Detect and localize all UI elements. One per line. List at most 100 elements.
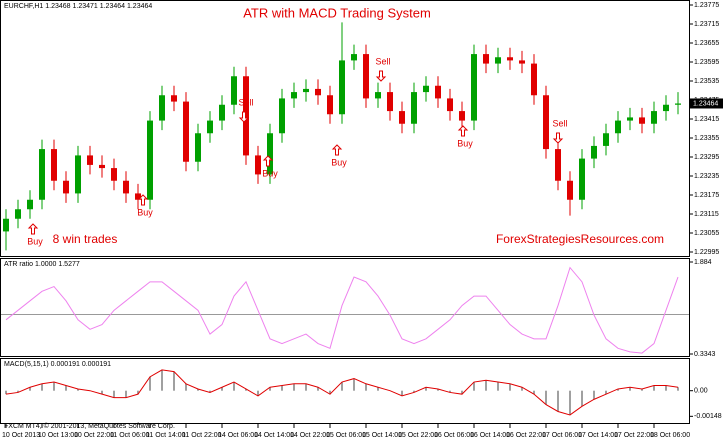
candle-body	[627, 117, 633, 121]
signal-arrow	[238, 111, 250, 123]
macd-bar	[509, 383, 511, 391]
macd-bar	[593, 390, 595, 400]
candle-body	[27, 199, 33, 210]
y-tick-label: 1.23715	[694, 21, 719, 28]
current-price: 1.23464	[693, 100, 718, 107]
candle-body	[507, 57, 513, 61]
candle-body	[195, 133, 201, 162]
macd-bar	[461, 390, 463, 395]
macd-bar	[53, 382, 55, 391]
macd-bar	[17, 390, 19, 393]
macd-bar	[341, 382, 343, 391]
x-tick-label: 11 Oct 06:00	[110, 432, 150, 439]
macd-bar	[473, 382, 475, 391]
y-tick-label: 1.23175	[694, 192, 719, 199]
signal-label: Buy	[457, 138, 473, 148]
y-tick-label: 1.22995	[694, 249, 719, 256]
macd-bar	[425, 387, 427, 391]
candle-body	[471, 54, 477, 121]
macd-bar	[497, 382, 499, 391]
macd-bar	[401, 390, 403, 396]
macd-bar	[377, 387, 379, 391]
candle-body	[675, 103, 681, 105]
candle-body	[303, 88, 309, 93]
candle-body	[231, 76, 237, 105]
x-tick-label: 15 Oct 06:00	[326, 432, 366, 439]
candle-body	[483, 54, 489, 64]
signal-label: Buy	[262, 168, 278, 178]
candle-body	[351, 54, 357, 61]
candle-body	[267, 133, 273, 175]
candle-body	[219, 104, 225, 121]
candle-body	[255, 155, 261, 175]
candle-body	[75, 155, 81, 194]
macd-bar	[29, 387, 31, 391]
macd-line	[5, 369, 679, 416]
signal-arrow	[552, 132, 564, 144]
candle-body	[663, 104, 669, 112]
macd-bar	[113, 390, 115, 398]
candle-body	[207, 120, 213, 134]
candle-body	[579, 158, 585, 200]
candle-body	[567, 180, 573, 200]
atr-label: ATR ratio 1.0000 1.5277	[4, 261, 80, 268]
y-tick-label: 1.23595	[694, 59, 719, 66]
candle-body	[555, 149, 561, 181]
macd-bar	[149, 376, 151, 391]
signal-label: Buy	[137, 207, 153, 217]
signal-label: Sell	[552, 118, 567, 128]
macd-bar	[209, 390, 211, 393]
macd-bar	[329, 390, 331, 395]
candle-body	[519, 60, 525, 64]
macd-bar	[185, 383, 187, 391]
x-tick-label: 17 Oct 22:00	[614, 432, 654, 439]
x-tick-label: 15 Oct 14:00	[362, 432, 402, 439]
signal-arrow	[137, 194, 149, 206]
macd-bar	[617, 388, 619, 391]
macd-bar	[173, 371, 175, 391]
macd-bar	[557, 390, 559, 412]
candle-body	[603, 133, 609, 146]
x-tick-label: 16 Oct 06:00	[434, 432, 474, 439]
macd-panel	[0, 358, 690, 424]
macd-bar	[281, 385, 283, 391]
x-tick-label: 10 Oct 22:00	[74, 432, 114, 439]
macd-bar	[317, 387, 319, 391]
macd-bar	[533, 390, 535, 395]
macd-bar	[305, 383, 307, 391]
candle-body	[651, 111, 657, 124]
candle-body	[63, 180, 69, 194]
y-tick-label: 1.23775	[694, 2, 719, 9]
signal-label: Sell	[238, 97, 253, 107]
signal-arrow	[331, 144, 343, 156]
candle-body	[147, 120, 153, 200]
current-price-box	[690, 98, 723, 109]
candle-body	[531, 63, 537, 96]
macd-bar	[269, 387, 271, 391]
signal-arrow	[375, 70, 387, 82]
macd-bar	[641, 388, 643, 391]
candle-body	[87, 155, 93, 165]
candle-body	[15, 209, 21, 219]
candle-body	[291, 92, 297, 99]
footer: FXCM MT4, © 2001-2013, MetaQuotes Softwa…	[4, 422, 175, 430]
y-tick-label: 1.23655	[694, 40, 719, 47]
macd-bar	[137, 390, 139, 395]
x-tick-label: 14 Oct 14:00	[254, 432, 294, 439]
y-tick-label: 1.23115	[694, 211, 719, 218]
x-tick-label: 10 Oct 13:00	[38, 432, 78, 439]
price-panel	[0, 0, 690, 257]
macd-bar	[653, 385, 655, 391]
macd-bar	[521, 387, 523, 391]
x-tick-label: 10 Oct 2013	[2, 432, 40, 439]
candle-body	[591, 145, 597, 159]
y-tick-label: 1.23235	[694, 173, 719, 180]
candle-body	[639, 117, 645, 124]
candle-body	[375, 92, 381, 99]
candle-body	[183, 101, 189, 162]
macd-bar	[665, 385, 667, 391]
chart-title: ATR with MACD Trading System	[243, 5, 431, 20]
candle-body	[123, 180, 129, 194]
candle-body	[435, 85, 441, 99]
